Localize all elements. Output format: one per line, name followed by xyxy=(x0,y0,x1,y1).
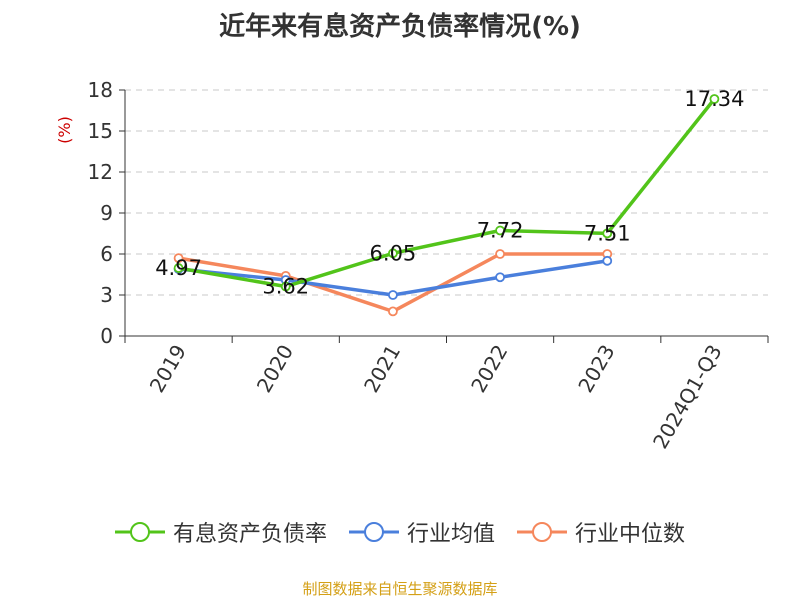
data-point xyxy=(173,253,184,264)
legend-item[interactable]: 有息资产负债率 xyxy=(114,516,327,548)
legend-swatch-icon xyxy=(348,522,399,542)
legend-label: 行业中位数 xyxy=(575,522,686,547)
data-point xyxy=(388,248,398,259)
x-tick-label: 2019 xyxy=(145,341,191,397)
legend-item[interactable]: 行业均值 xyxy=(348,516,495,548)
y-axis-label: (%) xyxy=(55,116,74,144)
data-label: 7.51 xyxy=(584,221,631,245)
y-tick-label: 12 xyxy=(88,160,113,184)
data-labels: 4.97 3.62 6.05 7.72 7.51 17.34 xyxy=(155,87,744,299)
data-point xyxy=(173,263,184,273)
chart-title: 近年来有息资产负债率情况(%) xyxy=(219,12,581,42)
data-point xyxy=(280,281,291,292)
x-tick-label: 2024Q1-Q3 xyxy=(648,341,727,453)
data-point xyxy=(602,255,613,266)
x-tick-label: 2020 xyxy=(252,341,298,397)
data-point xyxy=(709,94,720,104)
data-point xyxy=(388,290,398,300)
legend-label: 行业均值 xyxy=(406,522,495,547)
y-tick-label: 3 xyxy=(100,283,113,307)
data-point xyxy=(388,306,398,317)
legend: 有息资产负债率 行业均值 行业中位数 xyxy=(0,516,800,548)
source-note: 制图数据来自恒生聚源数据库 xyxy=(302,580,498,598)
x-tick-label: 2021 xyxy=(359,341,405,397)
legend-swatch-icon xyxy=(517,522,567,542)
grid-lines xyxy=(125,89,768,296)
legend-label: 有息资产负债率 xyxy=(172,522,327,547)
legend-swatch-icon xyxy=(114,522,165,542)
x-tick-label: 2023 xyxy=(573,341,619,397)
x-tick-label: 2022 xyxy=(466,341,512,397)
data-label: 4.97 xyxy=(155,256,202,280)
data-point xyxy=(495,225,505,236)
series-lines xyxy=(173,94,720,317)
data-label: 3.62 xyxy=(262,275,309,299)
legend-swatch-marker xyxy=(532,522,552,542)
data-label: 6.05 xyxy=(370,241,417,265)
data-point xyxy=(495,272,505,283)
legend-swatch-marker xyxy=(129,522,150,542)
legend-item[interactable]: 行业中位数 xyxy=(517,516,685,548)
series-line xyxy=(178,97,716,289)
y-tick-label: 0 xyxy=(100,324,113,348)
y-tick-label: 9 xyxy=(100,201,113,225)
data-point xyxy=(495,249,505,259)
y-tick-label: 15 xyxy=(88,119,113,143)
y-tick-label: 6 xyxy=(100,242,113,266)
y-tick-label: 18 xyxy=(88,78,113,102)
data-label: 7.72 xyxy=(477,218,524,242)
legend-swatch-marker xyxy=(363,522,384,542)
data-point xyxy=(602,228,613,239)
data-label: 17.34 xyxy=(684,87,744,111)
